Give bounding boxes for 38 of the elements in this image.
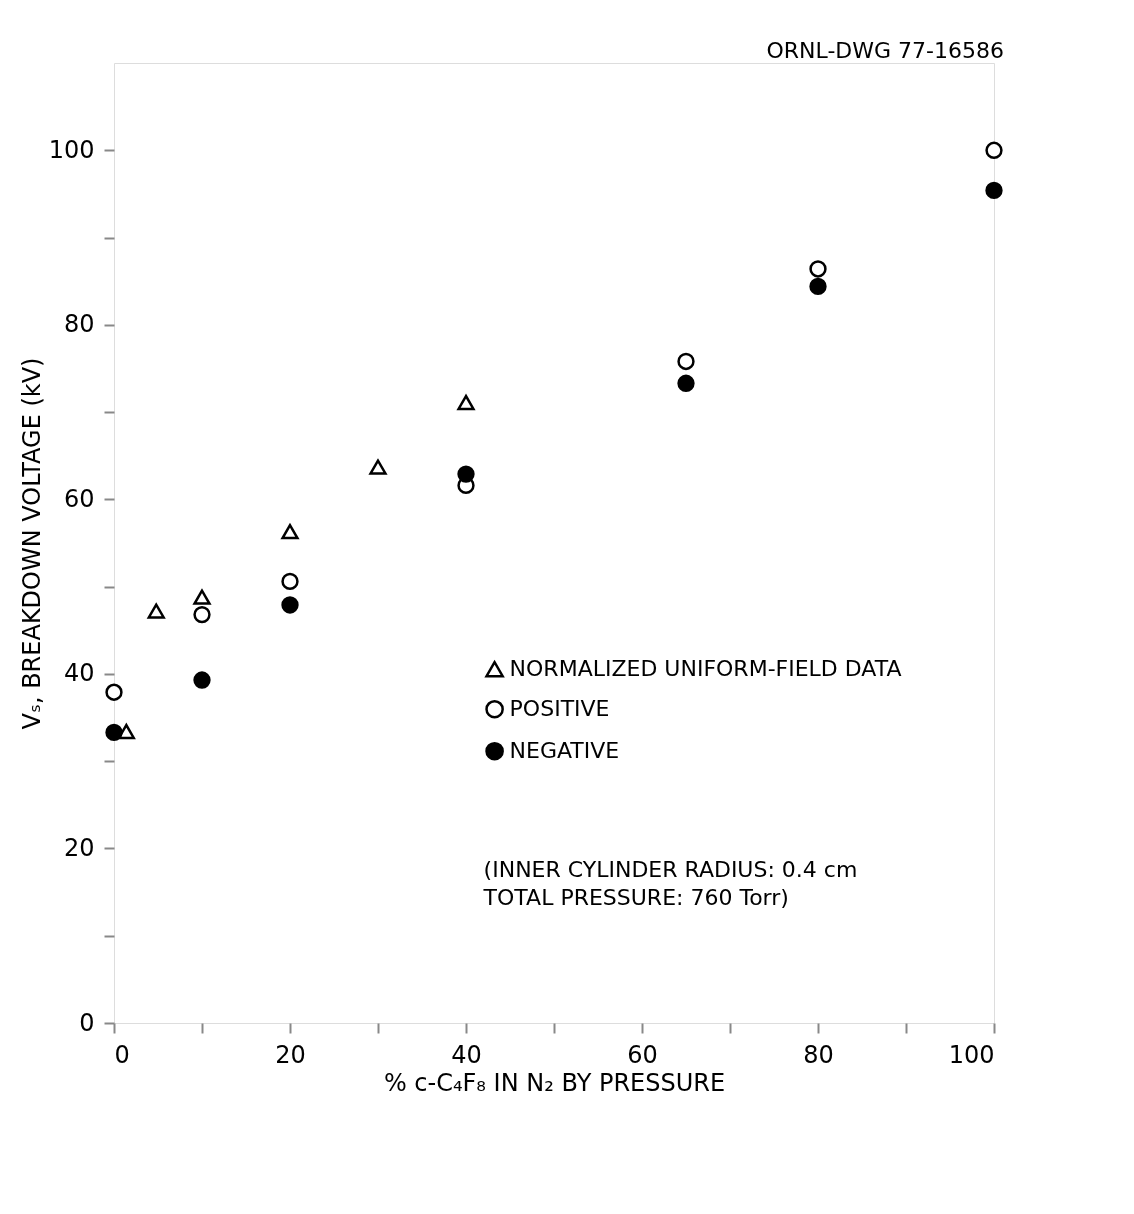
point — [809, 277, 827, 296]
point — [369, 459, 387, 475]
y-tick-label: 20 — [63, 833, 95, 862]
legend-label: NEGATIVE — [509, 738, 620, 764]
point — [457, 394, 475, 411]
point — [193, 605, 211, 624]
y-tick-label: 80 — [63, 310, 95, 339]
point — [193, 671, 211, 689]
annotation: (INNER CYLINDER RADIUS: 0.4 cm TOTAL PRESSURE: 760 Torr) — [482, 856, 858, 910]
text: ORNL-DWG 77-16586 — [766, 38, 1004, 63]
x-tick-label: 0 — [114, 1040, 130, 1069]
point — [281, 596, 299, 614]
y-tick-label: 100 — [48, 135, 95, 164]
point — [985, 141, 1003, 159]
point — [193, 589, 211, 605]
legend-label: POSITIVE — [509, 696, 610, 722]
x-tick-label: 100 — [948, 1040, 995, 1069]
x-tick-label: 80 — [803, 1040, 834, 1069]
point — [117, 723, 135, 740]
point — [281, 523, 299, 540]
point — [677, 374, 695, 392]
point — [105, 723, 123, 742]
point — [457, 465, 475, 483]
legend-label: NORMALIZED UNIFORM-FIELD DATA — [509, 656, 902, 682]
x-axis-title: % c-C₄F₈ IN N₂ BY PRESSURE — [383, 1068, 726, 1097]
point — [147, 603, 165, 619]
y-axis-title: Vₛ, BREAKDOWN VOLTAGE (kV) — [17, 357, 46, 730]
point — [809, 260, 827, 278]
x-tick-label: 40 — [451, 1040, 482, 1069]
y-tick-label: 40 — [63, 659, 95, 688]
y-tick-label: 0 — [79, 1008, 95, 1037]
point — [105, 683, 123, 701]
x-tick-label: 60 — [627, 1040, 658, 1069]
point — [281, 572, 299, 591]
x-tick-label: 20 — [275, 1040, 306, 1069]
y-tick-label: 60 — [63, 484, 95, 513]
point — [985, 181, 1003, 200]
point — [677, 352, 695, 371]
